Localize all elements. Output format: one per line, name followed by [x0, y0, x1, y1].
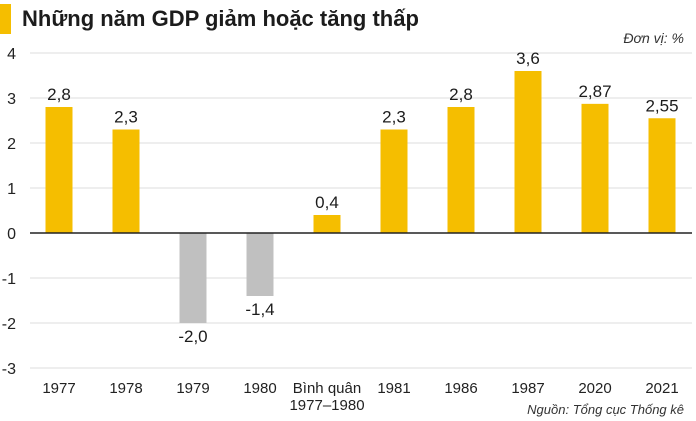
data-label: -1,4 — [245, 300, 274, 319]
bar — [380, 129, 408, 233]
data-label: 3,6 — [516, 49, 540, 68]
bar — [648, 118, 676, 233]
x-tick-label: 1981 — [377, 380, 410, 397]
x-tick-label: 1977 — [42, 380, 75, 397]
y-tick-label: -2 — [2, 316, 16, 333]
x-tick-label: 2021 — [645, 380, 678, 397]
bar — [246, 233, 274, 296]
title-accent-bar — [0, 4, 11, 34]
data-label: 0,4 — [315, 193, 339, 212]
data-label: -2,0 — [178, 327, 207, 346]
data-label: 2,8 — [47, 85, 71, 104]
y-tick-label: 1 — [7, 181, 16, 198]
y-tick-label: 4 — [7, 46, 16, 63]
x-tick-label: 1986 — [444, 380, 477, 397]
bar — [514, 71, 542, 233]
y-tick-label: -3 — [2, 361, 16, 378]
bar — [581, 103, 609, 233]
bar — [313, 215, 341, 233]
chart-title: Những năm GDP giảm hoặc tăng thấp — [22, 6, 419, 31]
x-tick-label: 1979 — [176, 380, 209, 397]
data-label: 2,55 — [645, 96, 678, 115]
x-tick-label: 1980 — [243, 380, 276, 397]
x-tick-label: 1978 — [109, 380, 142, 397]
unit-label: Đơn vị: % — [623, 30, 684, 46]
data-label: 2,87 — [578, 82, 611, 101]
y-tick-label: 3 — [7, 91, 16, 108]
y-tick-label: 0 — [7, 226, 16, 243]
y-tick-label: 2 — [7, 136, 16, 153]
x-tick-label: Bình quân 1977–1980 — [289, 380, 364, 414]
bar — [45, 107, 73, 233]
bar — [179, 233, 207, 323]
data-label: 2,8 — [449, 85, 473, 104]
bar — [112, 129, 140, 233]
bar — [447, 107, 475, 233]
x-tick-label: 2020 — [578, 380, 611, 397]
x-tick-label: 1987 — [511, 380, 544, 397]
source-label: Nguồn: Tổng cục Thống kê — [527, 402, 684, 417]
data-label: 2,3 — [382, 108, 406, 127]
data-label: 2,3 — [114, 108, 138, 127]
y-tick-label: -1 — [2, 271, 16, 288]
